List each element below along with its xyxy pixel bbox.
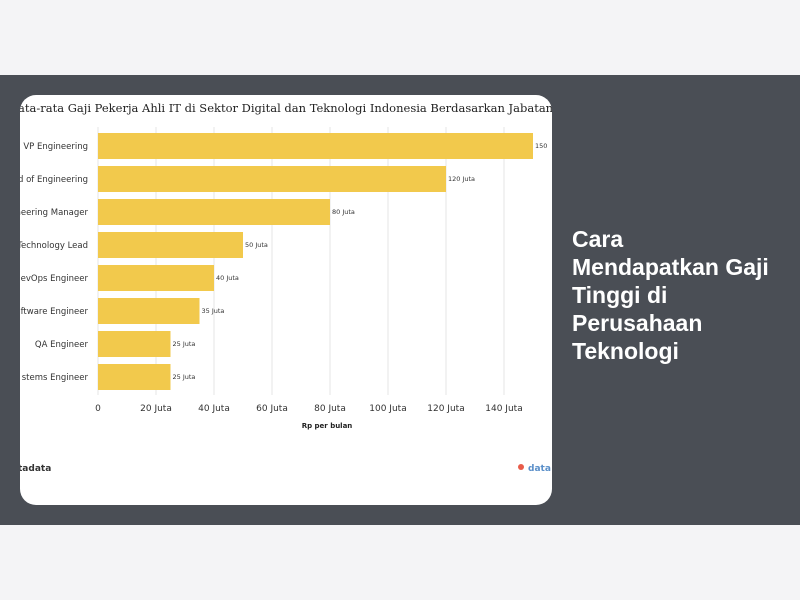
chart-bars — [98, 133, 533, 390]
x-axis-label: Rp per bulan — [302, 422, 353, 430]
data-label: 50 Juta — [245, 241, 268, 249]
source-logo-right: data — [518, 464, 551, 474]
x-tick-label: 140 Juta — [485, 404, 522, 414]
category-label: VP Engineering — [23, 142, 88, 152]
chart-title: ata-rata Gaji Pekerja Ahli IT di Sektor … — [20, 101, 552, 115]
x-tick-label: 20 Juta — [140, 404, 172, 414]
data-label: 150 — [535, 142, 547, 150]
category-label: evOps Engineer — [21, 274, 89, 284]
svg-text:data: data — [528, 464, 551, 474]
bar — [98, 232, 243, 258]
source-logo-left: tadata — [20, 464, 51, 474]
data-label: 25 Juta — [173, 340, 196, 348]
bar — [98, 265, 214, 291]
x-tick-label: 80 Juta — [314, 404, 346, 414]
article-headline: Cara Mendapatkan Gaji Tinggi di Perusaha… — [572, 226, 769, 364]
x-tick-label: 60 Juta — [256, 404, 288, 414]
bar — [98, 298, 200, 324]
category-label: stems Engineer — [22, 373, 89, 383]
salary-chart: ata-rata Gaji Pekerja Ahli IT di Sektor … — [20, 101, 552, 474]
bar — [98, 364, 171, 390]
chart-ticks: 0 20 Juta 40 Juta 60 Juta 80 Juta 100 Juta 120… — [95, 404, 523, 414]
bar — [98, 133, 533, 159]
bar — [98, 199, 330, 225]
data-label: 35 Juta — [202, 307, 225, 315]
data-label: 120 Juta — [448, 175, 475, 183]
category-label: Technology Lead — [20, 241, 88, 251]
x-tick-label: 0 — [95, 404, 101, 414]
data-label: 25 Juta — [173, 373, 196, 381]
category-label: QA Engineer — [35, 340, 89, 350]
data-label: 40 Juta — [216, 274, 239, 282]
x-tick-label: 40 Juta — [198, 404, 230, 414]
category-label: ftware Engineer — [21, 307, 89, 317]
category-label: d of Engineering — [20, 175, 88, 185]
bar — [98, 331, 171, 357]
chart-card: ata-rata Gaji Pekerja Ahli IT di Sektor … — [20, 95, 552, 505]
x-tick-label: 120 Juta — [427, 404, 464, 414]
bar — [98, 166, 446, 192]
x-tick-label: 100 Juta — [369, 404, 406, 414]
chart-labels: VP Engineering 150 d of Engineering 120 Jut… — [20, 142, 547, 383]
data-label: 80 Juta — [332, 208, 355, 216]
category-label: ineering Manager — [20, 208, 88, 218]
